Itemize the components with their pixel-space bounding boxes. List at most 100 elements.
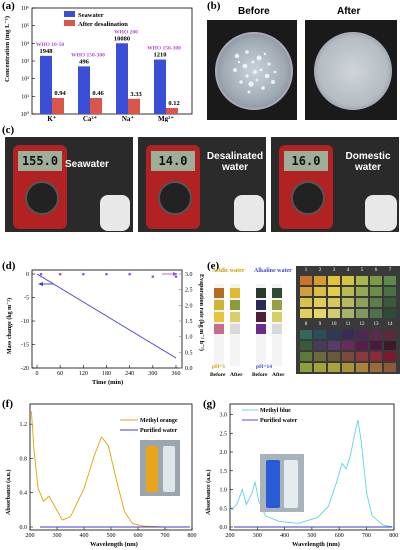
ph-swatch [314, 287, 326, 296]
plot-frame [31, 269, 183, 369]
bar-desal [128, 98, 140, 114]
ion-label: Mg²⁺ [158, 115, 174, 122]
arrow-right-head [173, 272, 178, 276]
x-tick: 60 [57, 371, 63, 377]
who-limit: WHO 10-50 [36, 42, 65, 48]
ph-number: 10 [331, 322, 337, 327]
ph-swatch [300, 287, 312, 296]
glove-hand [365, 195, 397, 231]
panel-label-c: (c) [2, 124, 15, 136]
ph-swatch [314, 309, 326, 318]
legend-swatch-desal [64, 20, 75, 26]
ph-swatch [314, 276, 326, 285]
y-tick: 0.0 [20, 525, 28, 531]
ph-swatch [328, 298, 340, 307]
ph-swatch [384, 363, 396, 372]
alkaline-label: Alkaline water [254, 268, 292, 274]
ph-swatch [300, 352, 312, 361]
glove-hand [234, 195, 264, 231]
photo-seawater: 155.0 Seawater [5, 137, 133, 232]
ph-swatch [328, 309, 340, 318]
x-tick: 120 [79, 371, 88, 377]
ph-swatch [384, 287, 396, 296]
before-photo [207, 20, 297, 120]
meter-dial [291, 181, 325, 215]
y-tick: 0 [26, 272, 29, 278]
x-axis-label: Wavelength (nm) [90, 541, 138, 548]
x-tick: 300 [253, 533, 262, 539]
ph-swatch [328, 330, 340, 339]
legend-purified-g: Purified water [260, 418, 297, 424]
who-limit: WHO 150-300 [147, 46, 181, 52]
multimeter: 16.0 [279, 145, 333, 229]
arrow-left-head [38, 282, 43, 286]
ph-swatch [356, 352, 368, 361]
x-tick: 300 [53, 533, 62, 539]
ph-swatch [342, 298, 354, 307]
bar-seawater [116, 43, 128, 114]
ph-swatch [384, 330, 396, 339]
x-tick: 360 [172, 371, 181, 377]
glove-hand [100, 195, 130, 231]
y2-axis-label: Evaporation rate (kg m⁻² h⁻¹) [198, 274, 205, 351]
y2-tick: 2.0 [185, 303, 193, 309]
ph-swatch [370, 298, 382, 307]
conductivity-photos: 155.0 Seawater 14.0 Desalinated water 16… [5, 137, 400, 232]
y-tick: 1.0 [220, 488, 228, 494]
ph-swatch [300, 276, 312, 285]
after-alk: After [272, 372, 285, 378]
ph-swatch [314, 363, 326, 372]
evap-rate-point [82, 273, 85, 276]
y-tick: -15 [21, 343, 29, 349]
y-tick: 0.4 [20, 491, 28, 497]
who-limit: WHO 150-300 [71, 52, 105, 58]
x-tick: 300 [148, 371, 157, 377]
ph-swatch [370, 287, 382, 296]
photo-domestic: 16.0 Domestic water [271, 137, 399, 232]
x-tick: 500 [307, 533, 316, 539]
ph-swatch [314, 352, 326, 361]
y-tick: 2.0 [220, 450, 228, 456]
ph-swatch [328, 276, 340, 285]
ph14-label: pH=14 [256, 364, 272, 370]
panel-label-a: (a) [2, 0, 15, 12]
x-tick: 240 [125, 371, 134, 377]
meter-reading: 16.0 [284, 151, 328, 171]
ph-swatch [384, 276, 396, 285]
ph-swatch [370, 363, 382, 372]
ph-number: 3 [332, 268, 336, 273]
ph-swatch [342, 276, 354, 285]
y-tick: 0.8 [20, 456, 28, 462]
x-tick: 600 [134, 533, 143, 539]
ph-swatch [342, 287, 354, 296]
bar-seawater [78, 66, 90, 114]
desal-value: 0.46 [92, 90, 104, 97]
strip-alk-after [272, 284, 282, 366]
meter-dial [25, 181, 59, 215]
y-axis-label: Absorbance (a.u.) [5, 469, 12, 515]
ph-swatch [328, 341, 340, 350]
ph-number: 5 [360, 268, 364, 273]
x-tick: 400 [280, 533, 289, 539]
label-seawater: Seawater [65, 159, 109, 170]
bar-desal [52, 98, 64, 114]
y-tick: 10⁵ [21, 24, 29, 30]
y2-tick: 1.5 [185, 319, 193, 325]
acidic-label: Acidic water [212, 268, 245, 274]
bar-desal [166, 108, 178, 114]
meter-reading: 155.0 [18, 151, 62, 171]
multimeter: 14.0 [146, 145, 200, 229]
y-tick: 0.5 [220, 506, 228, 512]
petri-dish-photos: Before After [205, 0, 400, 122]
seawater-value: 1948 [40, 48, 54, 55]
ph-swatch [300, 341, 312, 350]
ph-swatch [356, 363, 368, 372]
legend-swatch-seawater [64, 11, 75, 17]
y-axis-label: Concentration (mg L⁻¹) [4, 16, 11, 82]
y-tick: 10² [21, 77, 29, 83]
y-tick: 0.0 [220, 525, 228, 531]
ph1-label: pH=1 [212, 364, 226, 370]
before-label: Before [238, 6, 270, 17]
meter-reading: 14.0 [151, 151, 195, 171]
y-tick: 1.2 [20, 422, 28, 428]
